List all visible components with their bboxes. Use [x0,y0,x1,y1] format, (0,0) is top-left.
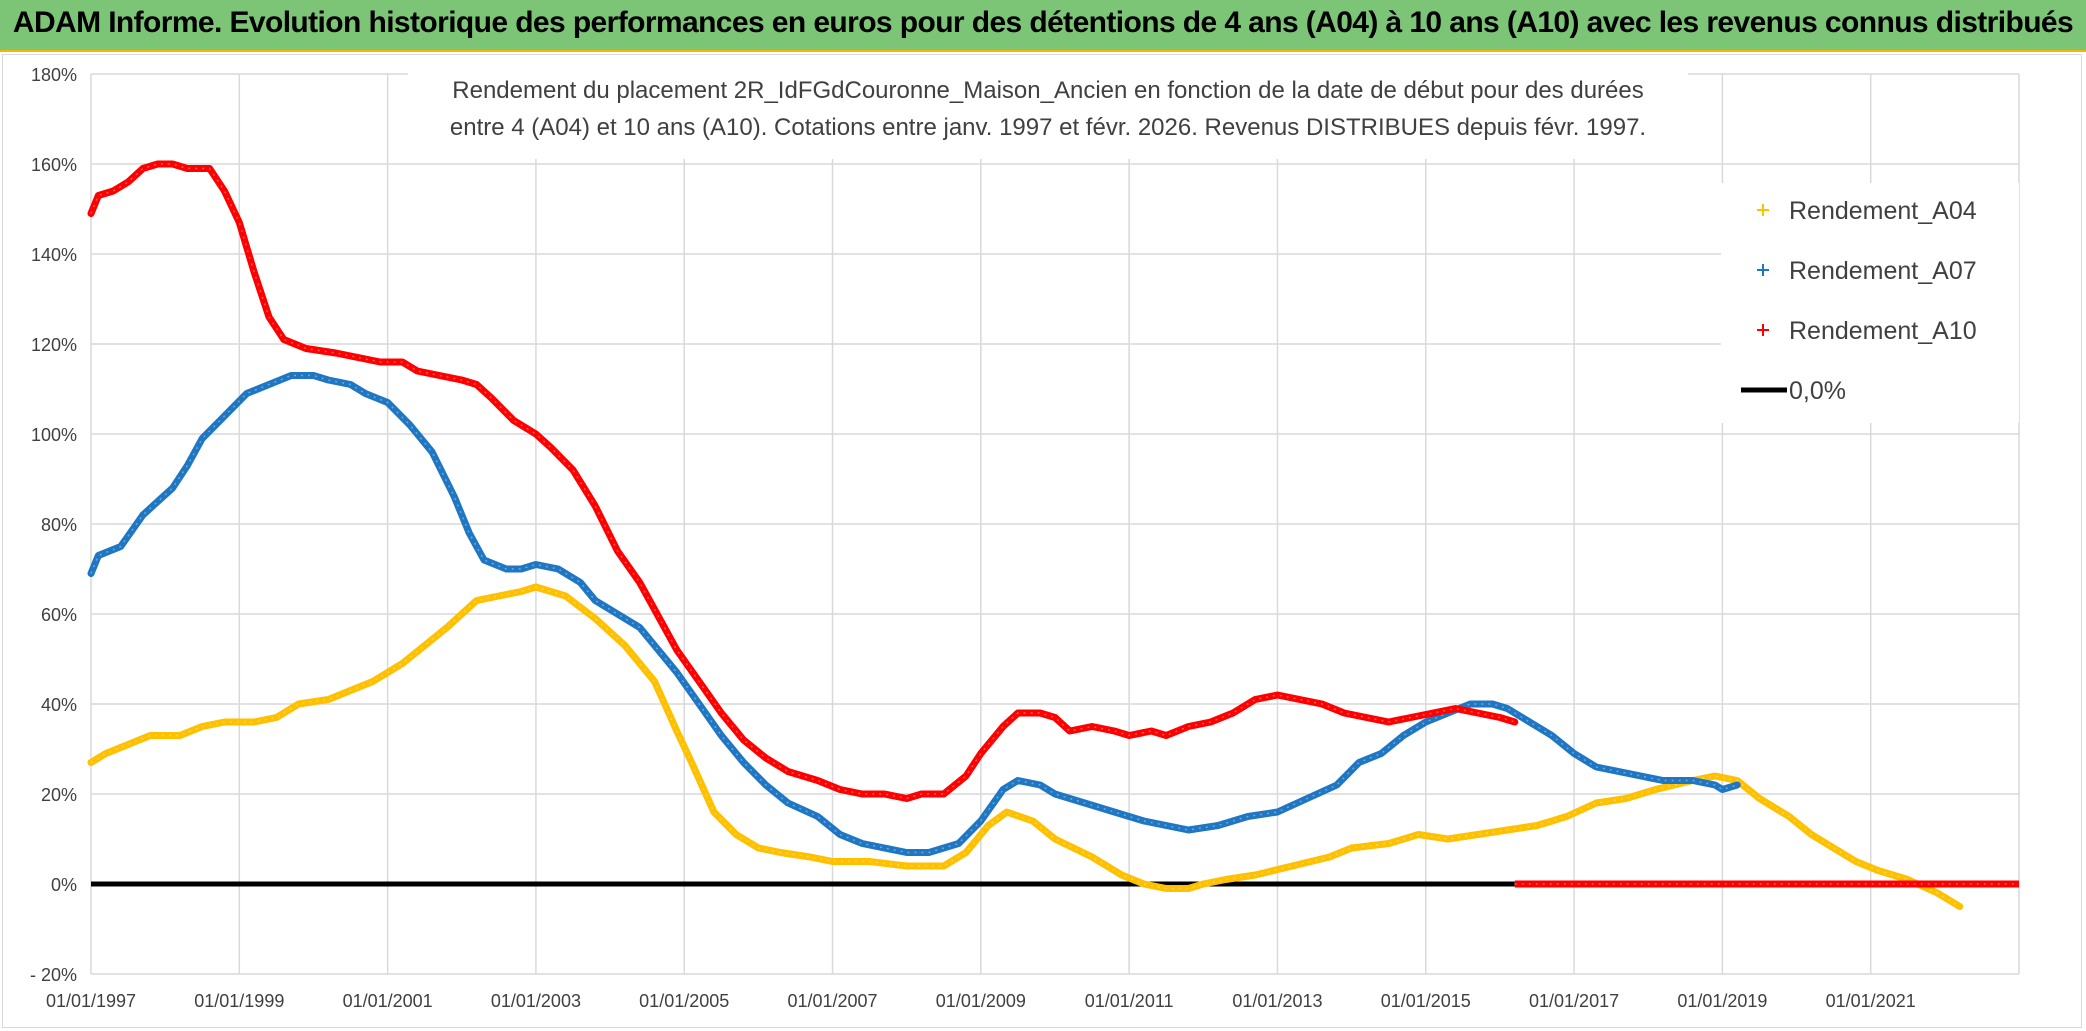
y-tick-label: 160% [31,155,77,175]
x-tick-label: 01/01/2015 [1381,991,1471,1011]
axes: - 20% 0% 20% 40% 60% 80% 100% 120% 140% 160% 180% 0… [30,65,1916,1011]
banner-title: ADAM Informe. Evolution historique des p… [12,6,2074,39]
chart-title: Rendement du placement 2R_IdFGdCouronne_… [408,55,1688,159]
legend-label: 0,0% [1789,377,1846,405]
legend: Rendement_A04 Rendement_A07 Rendement_A10 0… [1721,183,2019,423]
series-line-rendement-a04 [87,583,1964,910]
x-tick-label: 01/01/2019 [1677,991,1767,1011]
y-tick-label: 180% [31,65,77,85]
y-tick-label: 60% [41,605,77,625]
series [87,160,2019,910]
y-tick-label: 100% [31,425,77,445]
y-tick-label: 20% [41,785,77,805]
y-tick-label: 140% [31,245,77,265]
x-tick-label: 01/01/2003 [491,991,581,1011]
legend-label: Rendement_A10 [1789,317,1977,345]
x-tick-label: 01/01/2001 [343,991,433,1011]
performance-chart: - 20% 0% 20% 40% 60% 80% 100% 120% 140% 160% 180% 0… [30,55,2020,1011]
series-marker-texture [90,586,1961,908]
x-tick-label: 01/01/2011 [1085,991,1174,1011]
series-line-rendement-a07 [87,372,1741,856]
y-tick-label: 40% [41,695,77,715]
y-tick-label: 120% [31,335,77,355]
y-tick-label: 0% [51,875,77,895]
y-tick-label: 80% [41,515,77,535]
x-tick-label: 01/01/2009 [936,991,1026,1011]
x-tick-label: 01/01/1999 [194,991,284,1011]
legend-label: Rendement_A04 [1789,197,1977,225]
x-tick-label: 01/01/2021 [1826,991,1916,1011]
series-line-rendement-a10 [87,160,1519,802]
series-marker-texture [90,163,1516,800]
x-tick-label: 01/01/2017 [1529,991,1619,1011]
x-tick-label: 01/01/1997 [46,991,136,1011]
chart-frame: - 20% 0% 20% 40% 60% 80% 100% 120% 140% 160% 180% 0… [2,54,2082,1028]
y-tick-label: - 20% [30,965,77,985]
chart-title-background [408,55,1688,159]
legend-background [1721,183,2019,423]
chart-title-line: Rendement du placement 2R_IdFGdCouronne_… [452,77,1643,104]
x-tick-label: 01/01/2005 [639,991,729,1011]
legend-label: Rendement_A07 [1789,257,1977,285]
x-tick-label: 01/01/2013 [1232,991,1322,1011]
title-banner: ADAM Informe. Evolution historique des p… [0,0,2086,52]
x-tick-label: 01/01/2007 [787,991,877,1011]
chart-title-line: entre 4 (A04) et 10 ans (A10). Cotations… [450,114,1646,141]
